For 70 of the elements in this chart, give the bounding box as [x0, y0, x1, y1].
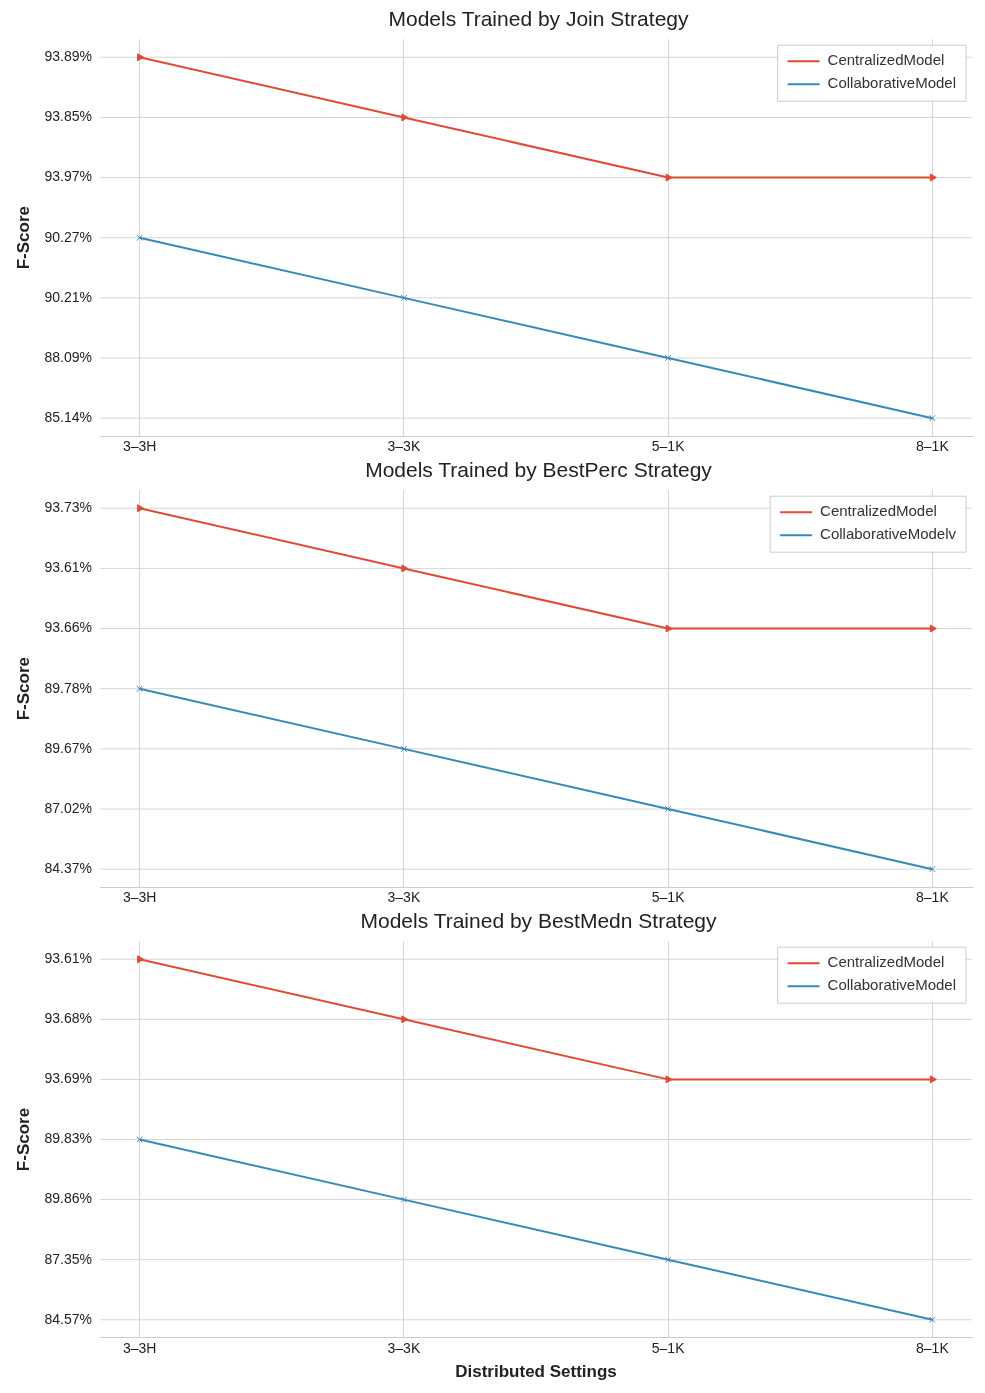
point: [137, 504, 145, 513]
text: 90.21%: [44, 288, 92, 305]
legend-label: CollaborativeModel: [827, 74, 957, 92]
point: [136, 1136, 143, 1143]
x-tick-label: 3–3K: [387, 1340, 421, 1357]
point: [137, 955, 145, 964]
y-axis-title: F-Score: [13, 206, 33, 270]
point: [929, 173, 937, 182]
x-tick-label: 5–1K: [651, 889, 686, 906]
y-axis-title: F-Score: [13, 1107, 33, 1172]
point: [400, 294, 408, 302]
text: 93.97%: [44, 168, 92, 185]
chart-title: Models Trained by BestMedn Strategy: [360, 909, 718, 933]
text: 90.27%: [44, 228, 92, 245]
x-tick-label: 5–1K: [651, 438, 686, 455]
point: [929, 1075, 937, 1084]
point: [929, 865, 936, 873]
chart-title: Models Trained by BestPerc Strategy: [365, 458, 713, 482]
chart-title: Models Trained by Join Strategy: [388, 7, 689, 31]
legend-label: CentralizedModel: [820, 502, 937, 520]
point: [664, 805, 672, 813]
text: 84.57%: [44, 1310, 92, 1327]
legend-label: CentralizedModel: [827, 953, 945, 971]
point: [665, 173, 673, 182]
point: [401, 113, 409, 122]
text: 93.66%: [44, 619, 92, 636]
text: 93.85%: [44, 108, 92, 125]
text: 87.35%: [44, 1250, 92, 1267]
text: 84.37%: [44, 860, 92, 877]
text: 93.73%: [44, 499, 92, 516]
text: 89.86%: [44, 1190, 92, 1207]
point: [401, 564, 409, 573]
text: 89.67%: [44, 739, 92, 756]
x-tick-label: 8–1K: [916, 889, 950, 906]
legend-label: CollaborativeModel: [827, 976, 957, 994]
x-tick-label: 5–1K: [651, 1340, 686, 1357]
point: [929, 1316, 936, 1324]
x-axis-title: Distributed Settings: [455, 1362, 617, 1382]
text: 93.61%: [44, 559, 92, 576]
point: [929, 624, 937, 633]
x-tick-label: 8–1K: [916, 438, 950, 455]
text: 89.78%: [44, 679, 92, 696]
x-tick-label: 8–1K: [916, 1340, 950, 1357]
legend-label: CentralizedModel: [827, 51, 945, 69]
point: [664, 1256, 672, 1263]
point: [664, 354, 672, 362]
point: [929, 414, 936, 422]
text: 93.89%: [44, 48, 92, 65]
point: [665, 624, 673, 633]
point: [400, 1196, 408, 1203]
x-tick-label: 3–3K: [387, 438, 421, 455]
point: [665, 1075, 673, 1084]
text: 93.61%: [44, 950, 92, 967]
point: [400, 745, 408, 753]
text: 87.02%: [44, 799, 92, 816]
text: 89.83%: [44, 1130, 92, 1147]
x-tick-label: 3–3H: [122, 438, 157, 455]
legend-label: CollaborativeModelv: [820, 525, 957, 543]
x-tick-label: 3–3H: [122, 889, 157, 906]
x-tick-label: 3–3H: [122, 1340, 157, 1357]
point: [137, 53, 145, 62]
point: [136, 685, 143, 693]
text: 85.14%: [44, 409, 92, 426]
point: [136, 234, 143, 242]
text: 93.68%: [44, 1010, 92, 1027]
y-axis-title: F-Score: [13, 657, 33, 721]
x-tick-label: 3–3K: [387, 889, 421, 906]
point: [401, 1015, 409, 1024]
text: 88.09%: [44, 348, 92, 365]
text: 93.69%: [44, 1070, 92, 1087]
